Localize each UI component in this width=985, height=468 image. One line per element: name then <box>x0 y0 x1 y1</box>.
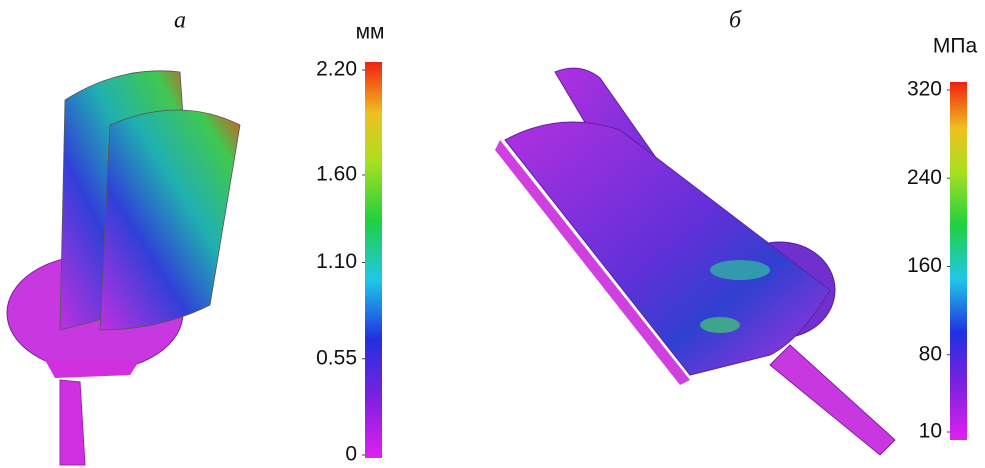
panel-label: б <box>729 8 742 34</box>
tick-label: 2.20 <box>316 58 357 81</box>
tick-label: 0 <box>345 443 357 466</box>
tick-label: 80 <box>919 342 942 365</box>
tick-label: 1.10 <box>316 250 357 273</box>
model-b <box>495 68 895 455</box>
tick-label: 0.55 <box>316 346 357 369</box>
tick-label: 320 <box>907 78 942 101</box>
panel-label: а <box>174 8 186 34</box>
unit-label: МПа <box>933 35 978 58</box>
colorbar <box>950 82 967 440</box>
colorbar <box>365 62 382 458</box>
unit-label: мм <box>356 21 385 44</box>
tick-label: 10 <box>919 420 942 443</box>
tick-label: 1.60 <box>316 163 357 186</box>
model-a <box>7 71 240 465</box>
tick-label: 240 <box>907 166 942 189</box>
tick-label: 160 <box>907 254 942 277</box>
figure: а б мм МПа 2.20 1.60 1.10 0.55 0 320 240 160 80 1… <box>0 0 985 468</box>
